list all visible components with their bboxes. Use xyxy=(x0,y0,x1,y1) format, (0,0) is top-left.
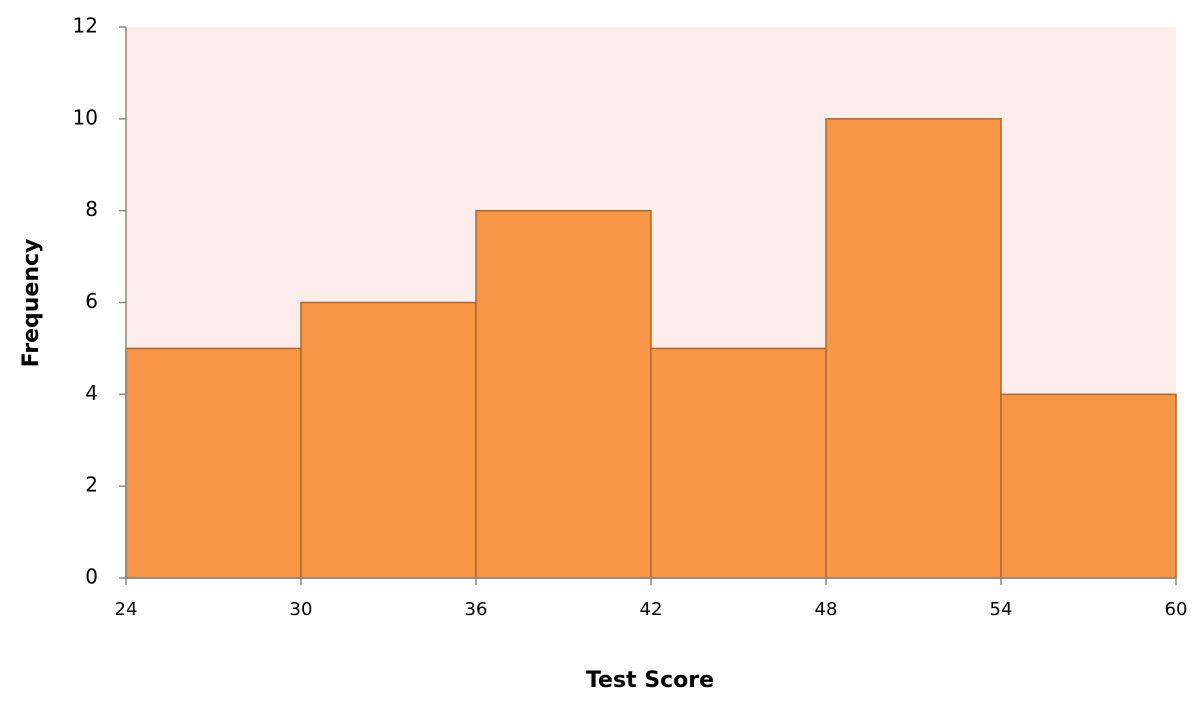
x-tick-label: 24 xyxy=(115,599,138,620)
y-tick-label: 2 xyxy=(85,473,98,497)
x-tick-label: 42 xyxy=(640,599,663,620)
y-axis-label: Frequency xyxy=(19,239,44,368)
y-tick-label: 0 xyxy=(85,565,98,589)
x-tick-label: 30 xyxy=(290,599,313,620)
y-tick-label: 12 xyxy=(73,14,98,38)
x-tick-label: 54 xyxy=(990,599,1013,620)
bar xyxy=(475,209,652,579)
x-axis-label: Test Score xyxy=(586,668,714,693)
bar xyxy=(650,347,827,579)
x-tick-label: 48 xyxy=(815,599,838,620)
y-tick-label: 10 xyxy=(73,105,98,129)
x-tick-label: 36 xyxy=(465,599,488,620)
y-tick-label: 8 xyxy=(85,197,98,221)
bar xyxy=(125,347,302,579)
bar xyxy=(300,301,477,579)
y-tick-label: 6 xyxy=(85,289,98,313)
bar xyxy=(1000,393,1177,579)
x-tick-label: 60 xyxy=(1165,599,1188,620)
y-tick-label: 4 xyxy=(85,381,98,405)
bar xyxy=(825,118,1002,579)
